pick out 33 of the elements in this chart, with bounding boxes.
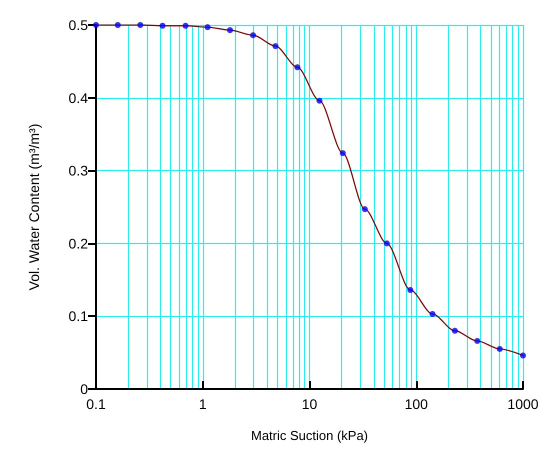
point [316, 98, 322, 104]
y-axis-title: Vol. Water Content (m³/m³) [26, 124, 42, 290]
point [362, 206, 368, 212]
point [160, 22, 166, 29]
point [137, 22, 144, 28]
y-tick-label: 0.2 [68, 235, 88, 252]
x-tick-label: 10 [302, 396, 318, 412]
point [452, 328, 458, 334]
point [520, 352, 526, 359]
point [93, 22, 99, 28]
y-tick-label: 0.4 [68, 90, 88, 106]
point [474, 338, 480, 344]
x-tick-label: 0.1 [86, 396, 106, 412]
point [294, 64, 300, 70]
point [340, 150, 346, 156]
point [204, 24, 211, 30]
point [114, 22, 121, 28]
x-tick-label: 1 [198, 396, 207, 412]
point [384, 240, 390, 246]
point [430, 311, 436, 318]
x-tick-label: 100 [404, 396, 428, 412]
point [227, 27, 233, 34]
point [250, 32, 256, 38]
y-tick-label: 0.3 [68, 162, 88, 179]
point [407, 286, 414, 293]
point [272, 43, 278, 50]
x-tick-label: 1000 [507, 396, 539, 412]
x-axis-title: Matric Suction (kPa) [250, 428, 368, 443]
y-tick-label: 0 [80, 381, 88, 397]
point [182, 22, 189, 29]
y-tick-label: 0.1 [68, 308, 88, 324]
y-tick-label: 0.5 [68, 17, 88, 33]
point [496, 346, 503, 352]
